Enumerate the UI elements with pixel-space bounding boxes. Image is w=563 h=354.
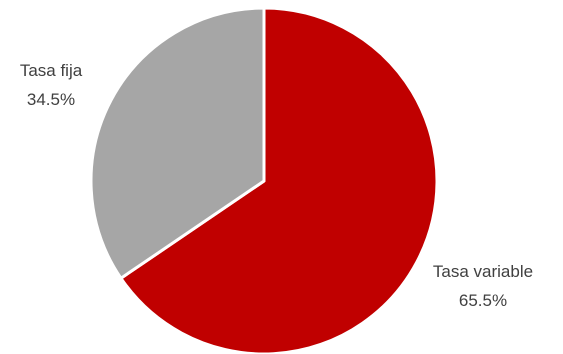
pie-slice-tasa-fija (89, 6, 266, 280)
pie-labels: Tasa variable 65.5% Tasa fija 34.5% (20, 61, 533, 310)
slice-label-tasa-fija-name: Tasa fija (20, 61, 83, 80)
pie-slice-tasa-variable (119, 6, 439, 354)
slice-label-tasa-variable-name: Tasa variable (433, 262, 533, 281)
pie-slices (89, 6, 439, 354)
slice-label-tasa-variable-value: 65.5% (459, 291, 507, 310)
slice-label-tasa-fija-value: 34.5% (27, 90, 75, 109)
